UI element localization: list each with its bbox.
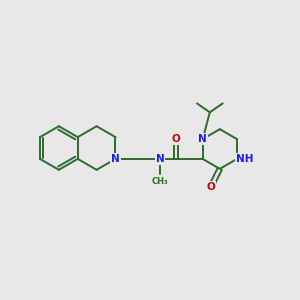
- Text: N: N: [198, 134, 207, 144]
- Text: N: N: [156, 154, 164, 164]
- Text: CH₃: CH₃: [152, 177, 168, 186]
- Text: O: O: [206, 182, 215, 192]
- Text: N: N: [111, 154, 120, 164]
- Text: O: O: [172, 134, 180, 144]
- Text: NH: NH: [236, 154, 254, 164]
